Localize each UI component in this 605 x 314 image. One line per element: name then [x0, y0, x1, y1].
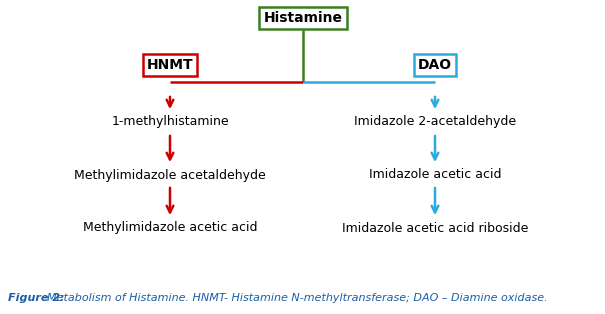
Text: HNMT: HNMT [146, 58, 194, 72]
Text: Imidazole acetic acid riboside: Imidazole acetic acid riboside [342, 221, 528, 235]
Text: 1-methylhistamine: 1-methylhistamine [111, 116, 229, 128]
Text: Methylimidazole acetic acid: Methylimidazole acetic acid [83, 221, 257, 235]
Text: Imidazole acetic acid: Imidazole acetic acid [369, 169, 502, 181]
Text: Metabolism of Histamine. HNMT- Histamine N-methyltransferase; DAO – Diamine oxid: Metabolism of Histamine. HNMT- Histamine… [47, 293, 548, 303]
Text: Methylimidazole acetaldehyde: Methylimidazole acetaldehyde [74, 169, 266, 181]
Text: Figure 2:: Figure 2: [8, 293, 68, 303]
Text: Imidazole 2-acetaldehyde: Imidazole 2-acetaldehyde [354, 116, 516, 128]
Text: Histamine: Histamine [264, 11, 342, 25]
Text: DAO: DAO [418, 58, 452, 72]
